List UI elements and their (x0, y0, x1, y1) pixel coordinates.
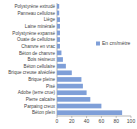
category-label: Parpaing creux (24, 104, 56, 109)
chart-svg: 0 20 40 60 80 100 Polystyrène extrudé Panneau c… (0, 0, 137, 129)
category-label: Béton de chanvre (19, 51, 55, 56)
bar (57, 44, 60, 49)
bar (57, 110, 122, 115)
bar (57, 57, 63, 62)
category-label: Panneau cellulose (17, 11, 55, 16)
category-label: Liège (44, 17, 56, 22)
category-label: Ouate de cellulose (17, 37, 55, 42)
category-label: Béton plein (32, 110, 55, 115)
bars (57, 4, 122, 115)
bar (57, 70, 72, 75)
legend-label: En cm/mètre (102, 40, 131, 46)
x-tick-label: 60 (99, 118, 105, 124)
bar (57, 104, 101, 109)
category-label: Polystyrène expansé (12, 31, 55, 36)
category-label: Chanvre en vrac (21, 44, 55, 49)
bar (57, 31, 60, 36)
x-tick-label: 100 (127, 118, 136, 124)
x-tick-label: 0 (56, 118, 59, 124)
bar (57, 90, 87, 95)
x-tick-label: 40 (84, 118, 90, 124)
bar (57, 24, 60, 29)
category-label: Brique pleine (28, 77, 55, 82)
bar (57, 97, 90, 102)
bar (57, 17, 60, 22)
bar (57, 77, 81, 82)
category-label: Adobe (terre crue) (18, 90, 56, 95)
x-tick-label: 80 (113, 118, 119, 124)
bar (57, 37, 60, 42)
bar (57, 64, 66, 69)
category-label: Laine minérale (25, 24, 56, 29)
category-label: Brique creuse alvéolée (8, 70, 55, 75)
bar (57, 84, 83, 89)
category-label: Pierre calcaire (26, 97, 56, 102)
bar (57, 11, 59, 16)
bar (57, 4, 59, 9)
category-label: Bois résineux (27, 57, 55, 62)
bar (57, 51, 61, 56)
category-label: Béton cellulaire (24, 64, 56, 69)
chart-root: 0 20 40 60 80 100 Polystyrène extrudé Panneau c… (0, 0, 137, 129)
category-label: Pisé (46, 84, 55, 89)
legend-swatch (96, 42, 100, 46)
x-tick-label: 20 (69, 118, 75, 124)
x-axis (57, 116, 131, 117)
category-label: Polystyrène extrudé (14, 4, 55, 9)
